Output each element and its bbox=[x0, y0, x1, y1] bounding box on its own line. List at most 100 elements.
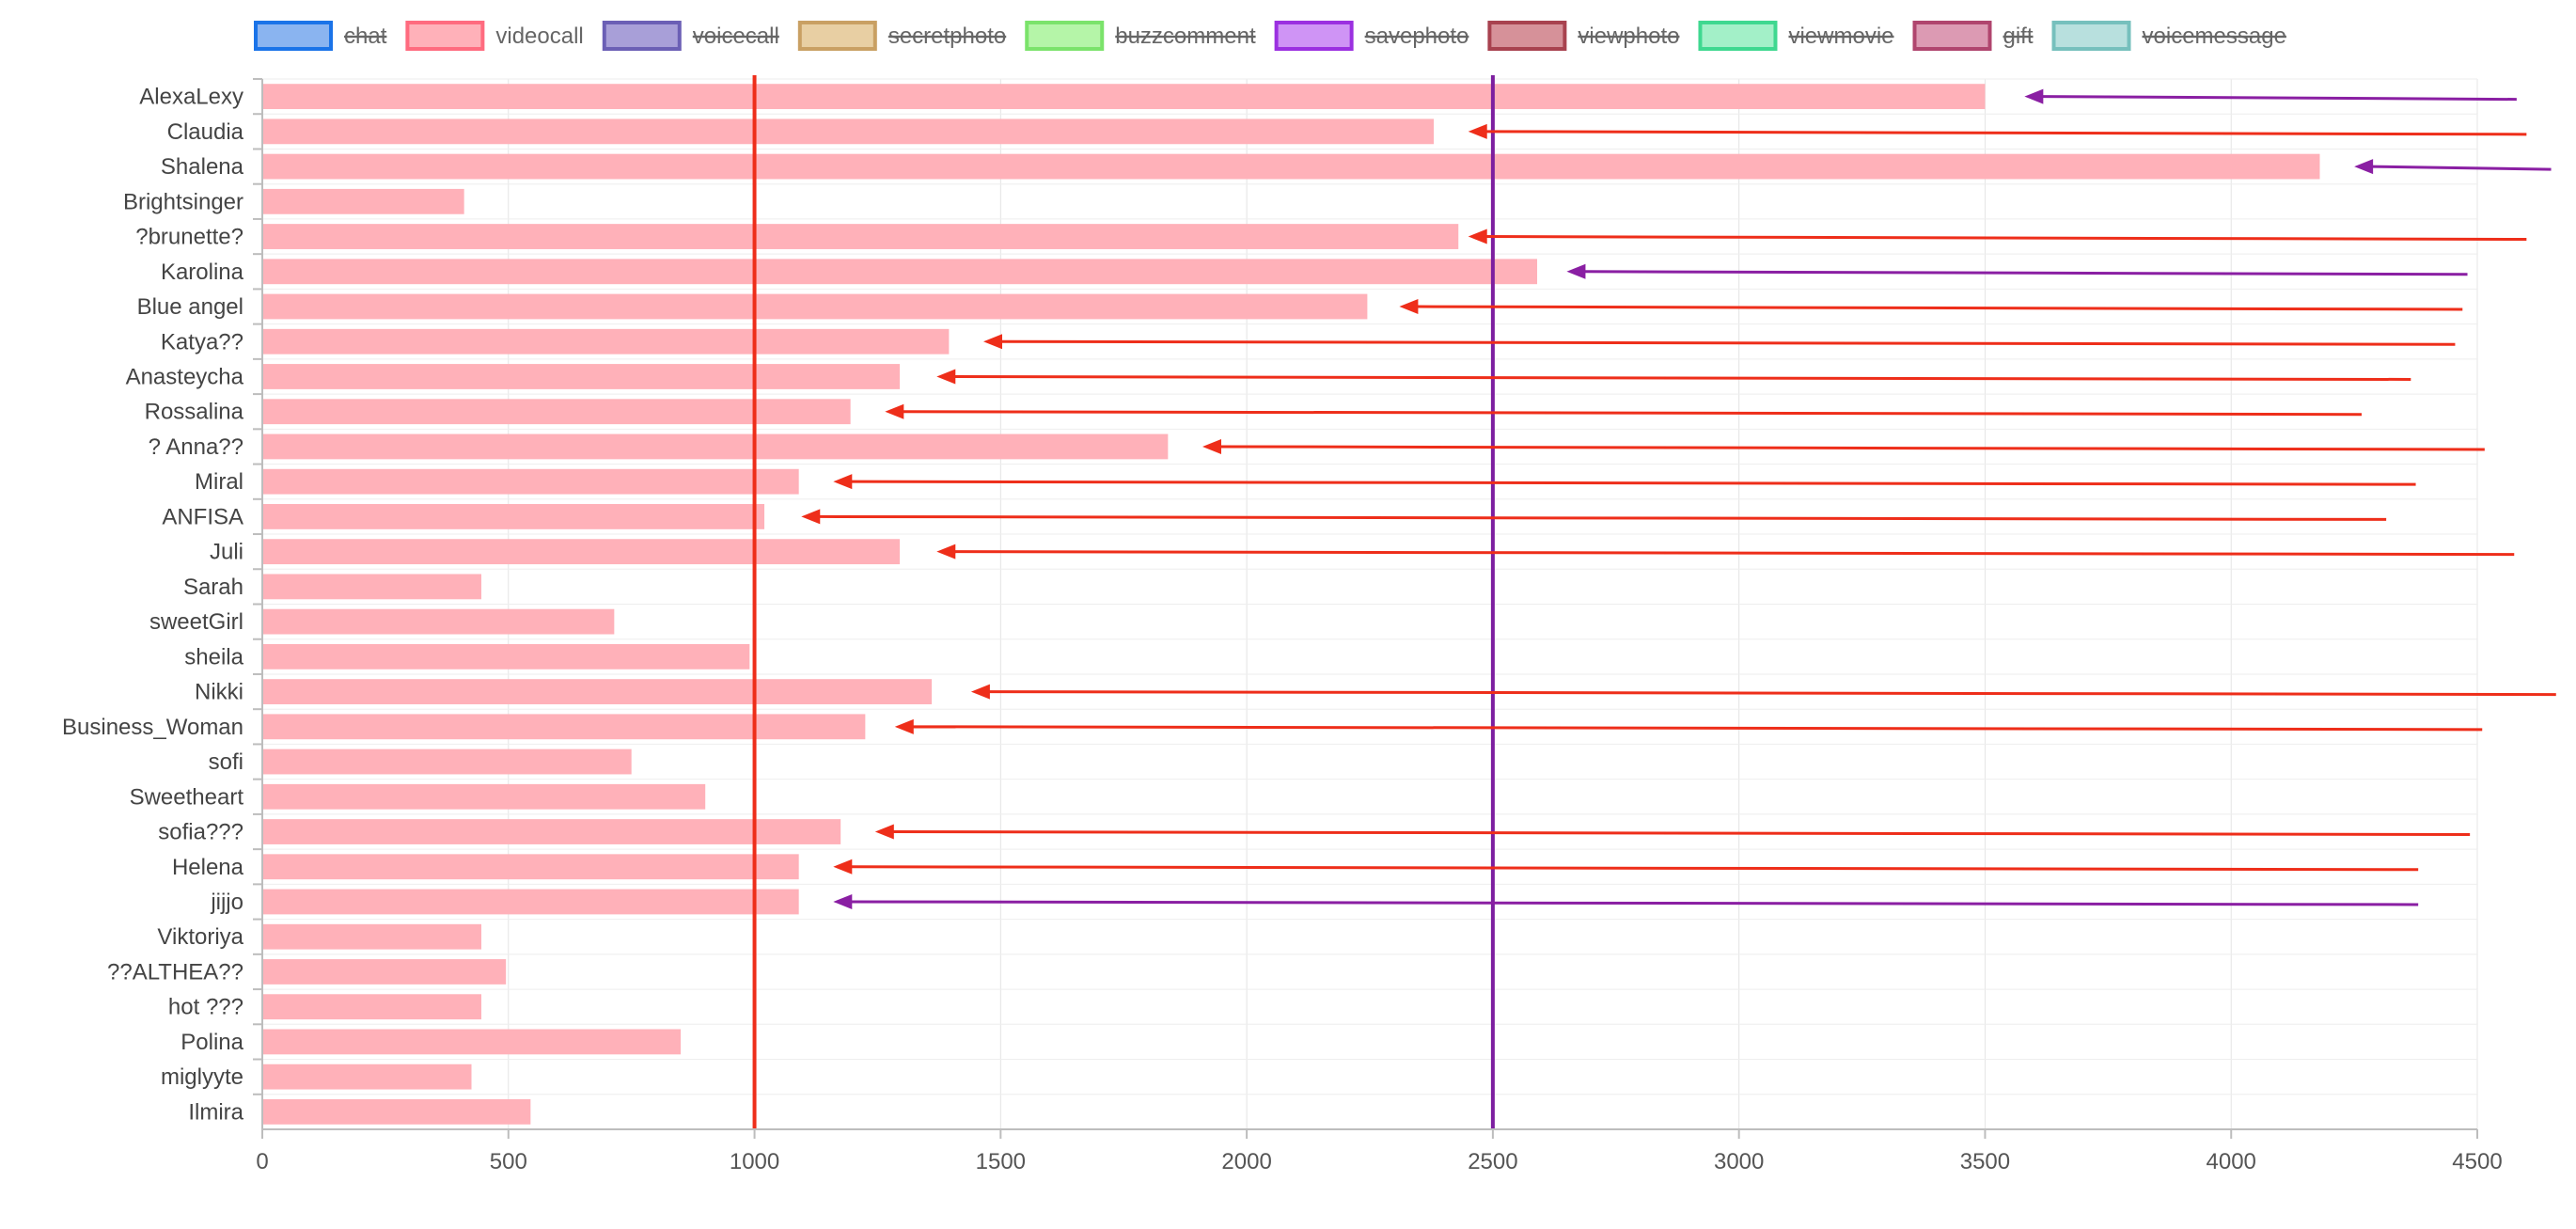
arrow-head-Karolina bbox=[1566, 263, 1586, 279]
category-label: ?brunette? bbox=[135, 225, 243, 250]
arrow-line-?brunette? bbox=[1484, 235, 2527, 242]
legend-item-viewphoto[interactable]: viewphoto bbox=[1487, 21, 1679, 51]
bar-?brunette? bbox=[262, 224, 1459, 249]
category-label: jijjo bbox=[210, 890, 243, 915]
legend-swatch-viewphoto bbox=[1487, 21, 1567, 51]
arrow-head-Nikki bbox=[970, 684, 990, 700]
legend-item-chat[interactable]: chat bbox=[254, 21, 387, 51]
legend-label-chat: chat bbox=[344, 24, 387, 49]
arrow-line-Anasteycha bbox=[953, 374, 2411, 381]
arrow-head-Anasteycha bbox=[936, 369, 956, 385]
category-label: Katya?? bbox=[161, 329, 243, 355]
legend-item-gift[interactable]: gift bbox=[1912, 21, 2034, 51]
x-tick-label-2500: 2500 bbox=[1468, 1149, 1517, 1174]
arrow-head-Juli bbox=[936, 544, 956, 559]
arrow-head-ANFISA bbox=[801, 509, 821, 525]
bar-Sweetheart bbox=[262, 783, 706, 810]
category-label: Karolina bbox=[161, 260, 244, 285]
category-label: sofi bbox=[209, 749, 243, 775]
legend-swatch-secretphoto bbox=[797, 21, 877, 51]
legend-swatch-buzzcomment bbox=[1025, 21, 1105, 51]
legend-label-secretphoto: secretphoto bbox=[888, 24, 1006, 49]
bar-Anasteycha bbox=[262, 364, 901, 389]
bar-jijjo bbox=[262, 889, 799, 915]
bar-Ilmira bbox=[262, 1098, 531, 1125]
arrow-head-Business_Woman bbox=[894, 718, 914, 734]
category-label: Nikki bbox=[195, 680, 243, 705]
category-label: Sweetheart bbox=[130, 784, 244, 810]
legend: chat videocall voicecall secretphoto buzzcom… bbox=[254, 21, 2286, 51]
legend-item-videocall[interactable]: videocall bbox=[405, 21, 584, 51]
category-label: Polina bbox=[181, 1030, 243, 1055]
bar-Business_Woman bbox=[262, 714, 866, 740]
arrow-line-Karolina bbox=[1583, 270, 2468, 276]
arrow-line-ANFISA bbox=[818, 514, 2387, 521]
category-label: sheila bbox=[184, 644, 243, 670]
bar-miglyyte bbox=[262, 1064, 472, 1090]
legend-swatch-voicemessage bbox=[2051, 21, 2131, 51]
category-label: ??ALTHEA?? bbox=[107, 959, 243, 985]
bar-sofi bbox=[262, 748, 632, 775]
bar-sweetGirl bbox=[262, 608, 615, 635]
arrow-head-Claudia bbox=[1468, 123, 1487, 139]
arrow-head-Helena bbox=[833, 859, 853, 874]
category-label: Viktoriya bbox=[157, 924, 243, 950]
legend-label-videocall: videocall bbox=[495, 24, 583, 49]
arrow-line-Blue angel bbox=[1416, 305, 2463, 311]
legend-item-voicecall[interactable]: voicecall bbox=[602, 21, 779, 51]
x-tick-label-500: 500 bbox=[490, 1149, 527, 1174]
category-label: Sarah bbox=[183, 575, 243, 600]
bar-Helena bbox=[262, 854, 799, 880]
arrow-head-?brunette? bbox=[1468, 228, 1487, 244]
legend-label-gift: gift bbox=[2003, 24, 2034, 49]
bar-sofia??? bbox=[262, 819, 841, 844]
bar-ANFISA bbox=[262, 504, 765, 529]
legend-item-voicemessage[interactable]: voicemessage bbox=[2051, 21, 2286, 51]
arrow-line-Shalena bbox=[2371, 165, 2552, 171]
bar-AlexaLexy bbox=[262, 84, 1986, 110]
arrow-line-Katya?? bbox=[1000, 339, 2456, 346]
legend-item-savephoto[interactable]: savephoto bbox=[1274, 21, 1469, 51]
category-label: Rossalina bbox=[145, 400, 244, 425]
arrows bbox=[801, 88, 2556, 909]
bar-Polina bbox=[262, 1029, 682, 1055]
arrow-line-Juli bbox=[953, 550, 2515, 557]
legend-swatch-savephoto bbox=[1274, 21, 1354, 51]
arrow-line-Rossalina bbox=[902, 410, 2362, 417]
category-label: Shalena bbox=[161, 154, 244, 180]
category-label: Business_Woman bbox=[62, 715, 243, 740]
category-label: ANFISA bbox=[162, 504, 243, 529]
legend-item-buzzcomment[interactable]: buzzcomment bbox=[1025, 21, 1256, 51]
arrow-head-Shalena bbox=[2354, 159, 2374, 175]
arrow-line-Claudia bbox=[1484, 130, 2527, 136]
category-label: Anasteycha bbox=[126, 364, 244, 389]
x-tick-label-2000: 2000 bbox=[1221, 1149, 1271, 1174]
category-label: Juli bbox=[210, 540, 243, 565]
arrow-line-Helena bbox=[850, 865, 2419, 872]
legend-label-viewphoto: viewphoto bbox=[1578, 24, 1679, 49]
arrow-line-Business_Woman bbox=[911, 725, 2483, 732]
category-label: Ilmira bbox=[188, 1099, 243, 1125]
legend-item-viewmovie[interactable]: viewmovie bbox=[1698, 21, 1894, 51]
legend-item-secretphoto[interactable]: secretphoto bbox=[797, 21, 1006, 51]
legend-label-savephoto: savephoto bbox=[1365, 24, 1469, 49]
bar-Juli bbox=[262, 539, 901, 565]
arrow-head-jijjo bbox=[833, 893, 853, 909]
legend-swatch-videocall bbox=[405, 21, 485, 51]
bar-Blue angel bbox=[262, 293, 1368, 320]
arrow-head-Rossalina bbox=[885, 403, 904, 419]
x-tick-label-3500: 3500 bbox=[1960, 1149, 2010, 1174]
arrow-head-sofia??? bbox=[874, 824, 894, 840]
category-label: Claudia bbox=[167, 119, 244, 145]
legend-label-voicemessage: voicemessage bbox=[2143, 24, 2286, 49]
legend-swatch-gift bbox=[1912, 21, 1992, 51]
legend-swatch-viewmovie bbox=[1698, 21, 1778, 51]
legend-label-viewmovie: viewmovie bbox=[1788, 24, 1893, 49]
bar-Karolina bbox=[262, 259, 1538, 285]
category-label: sofia??? bbox=[158, 820, 243, 845]
x-tick-label-1500: 1500 bbox=[976, 1149, 1026, 1174]
bar-Nikki bbox=[262, 679, 933, 704]
category-label: Helena bbox=[172, 855, 244, 880]
reference-lines bbox=[752, 75, 1495, 1129]
